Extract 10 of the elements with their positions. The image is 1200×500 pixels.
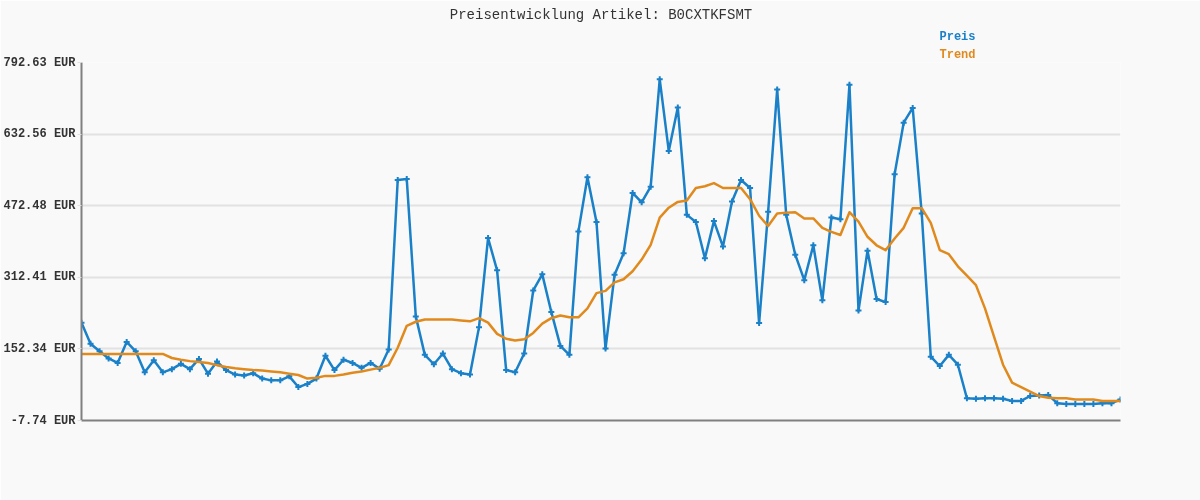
y-tick-label: 472.48 EUR <box>3 198 77 213</box>
y-tick-label: 792.63 EUR <box>3 55 77 70</box>
text: Trend <box>939 47 976 62</box>
y-tick-label: -7.74 EUR <box>10 413 77 428</box>
y-tick-label: 152.34 EUR <box>3 341 77 356</box>
chart-title: Preisentwicklung Artikel: B0CXTKFSMT <box>449 6 753 23</box>
y-tick-label: 632.56 EUR <box>3 127 77 142</box>
text: Preis <box>939 29 976 44</box>
line-series <box>81 181 1121 403</box>
y-tick-label: 312.41 EUR <box>3 270 77 285</box>
